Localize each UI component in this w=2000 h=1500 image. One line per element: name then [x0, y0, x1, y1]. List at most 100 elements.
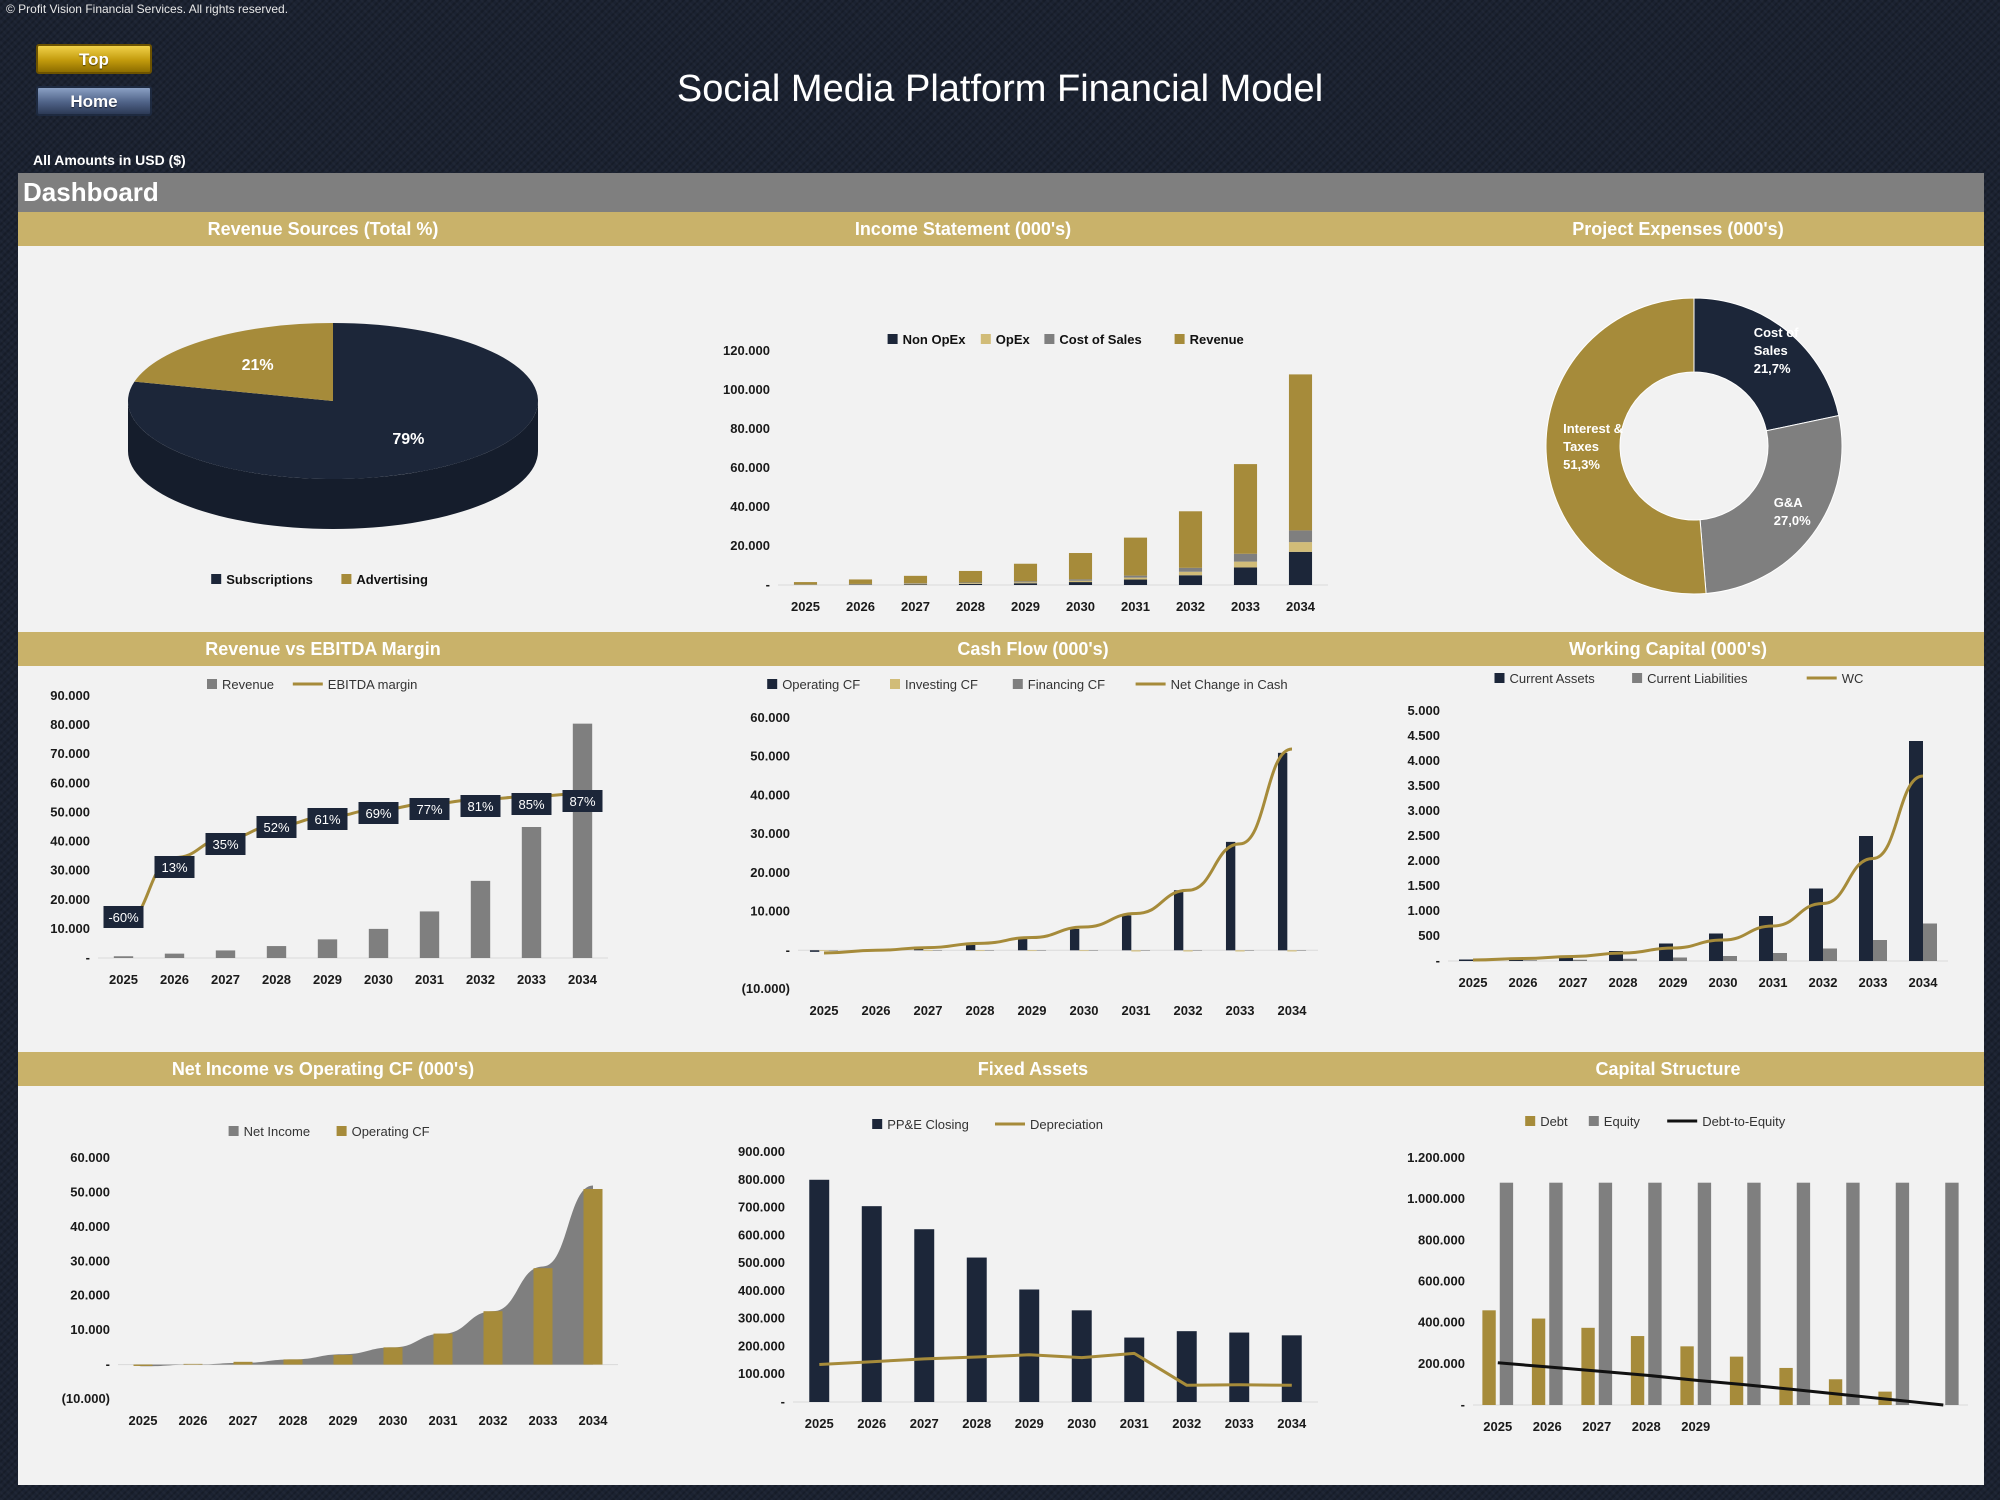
- bar-current-liabilities: [1723, 956, 1737, 961]
- y-tick-label: 1.500: [1407, 878, 1440, 893]
- x-tick-label: 2028: [279, 1413, 308, 1428]
- dashboard-heading: Dashboard: [18, 173, 1984, 212]
- x-tick-label: 2029: [1659, 975, 1688, 990]
- x-tick-label: 2026: [846, 599, 875, 614]
- bar-debt: [1630, 1336, 1645, 1405]
- legend-label: Depreciation: [1030, 1117, 1103, 1132]
- x-tick-label: 2027: [211, 972, 240, 987]
- x-tick-label: 2026: [1533, 1419, 1562, 1434]
- legend-swatch-0: [211, 574, 222, 584]
- project-expenses-chart: Cost of Sales 21,7% G&A 27,0% Interest & Taxes…: [1545, 297, 1843, 595]
- bar-investing-cf: [975, 950, 985, 952]
- bar-current-liabilities: [1573, 959, 1587, 961]
- bar-revenue: [793, 582, 818, 585]
- x-tick-label: 2032: [1809, 975, 1838, 990]
- y-tick-label: 4.500: [1407, 728, 1440, 743]
- legend-swatch-0: [1494, 673, 1505, 683]
- ebitda-label-box: [562, 790, 603, 812]
- bar-revenue: [419, 911, 440, 958]
- y-tick-label: 30.000: [70, 1253, 110, 1268]
- y-tick-label: 200.000: [1418, 1356, 1465, 1371]
- x-tick-label: 2031: [1759, 975, 1788, 990]
- bar-ppe-closing: [1019, 1289, 1040, 1402]
- bar-revenue: [848, 579, 873, 584]
- y-tick-label: (10.000): [62, 1391, 110, 1406]
- bar-current-liabilities: [1773, 953, 1787, 961]
- y-tick-label: -: [786, 942, 790, 957]
- y-tick-label: 60.000: [750, 710, 790, 725]
- y-tick-label: 50.000: [750, 749, 790, 764]
- legend-label: WC: [1842, 671, 1864, 686]
- dashboard-panel: Dashboard Revenue Sources (Total %) Inco…: [18, 173, 1984, 1485]
- legend-label: Revenue: [222, 677, 274, 692]
- y-tick-label: 20.000: [70, 1288, 110, 1303]
- y-tick-label: 900.000: [738, 1144, 785, 1159]
- page-title: Social Media Platform Financial Model: [676, 68, 1324, 110]
- top-button[interactable]: Top: [36, 44, 152, 74]
- y-tick-label: 600.000: [738, 1227, 785, 1242]
- bar-ppe-closing: [861, 1206, 882, 1402]
- x-tick-label: 2032: [1176, 599, 1205, 614]
- x-tick-label: 2029: [1015, 1416, 1044, 1431]
- x-tick-label: 2025: [810, 1003, 839, 1018]
- y-tick-label: 1.200.000: [1407, 1150, 1465, 1165]
- x-tick-label: 2026: [862, 1003, 891, 1018]
- y-tick-label: 10.000: [50, 921, 90, 936]
- legend-swatch-1: [336, 1126, 347, 1136]
- x-tick-label: 2026: [160, 972, 189, 987]
- bar-financing-cf: [1192, 950, 1203, 951]
- ebitda-data-label: 35%: [212, 837, 238, 852]
- y-tick-label: 40.000: [50, 834, 90, 849]
- y-tick-label: 1.000: [1407, 903, 1440, 918]
- y-tick-label: 60.000: [730, 460, 770, 475]
- y-tick-label: 30.000: [50, 863, 90, 878]
- bar-financing-cf: [932, 950, 943, 951]
- bar-opex: [1123, 577, 1148, 580]
- bar-cost-of-sales: [1178, 567, 1203, 572]
- legend-label: Net Income: [244, 1124, 310, 1139]
- bar-debt: [1729, 1356, 1744, 1405]
- y-tick-label: 50.000: [70, 1184, 110, 1199]
- home-button[interactable]: Home: [36, 86, 152, 116]
- ebitda-label-box: [307, 808, 348, 830]
- chart-title-working-capital: Working Capital (000's): [1569, 639, 1767, 659]
- bar-cost-of-sales: [958, 582, 983, 584]
- bar-non-opex: [1233, 567, 1258, 585]
- bar-current-liabilities: [1923, 923, 1937, 961]
- x-tick-label: 2028: [1609, 975, 1638, 990]
- bar-cost-of-sales: [1288, 530, 1313, 543]
- bar-revenue: [958, 570, 983, 583]
- y-tick-label: 2.000: [1407, 853, 1440, 868]
- x-tick-label: 2031: [415, 972, 444, 987]
- bar-current-assets: [1459, 959, 1473, 961]
- bar-opex: [1233, 561, 1258, 568]
- y-tick-label: 60.000: [70, 1150, 110, 1165]
- bar-operating-cf: [1069, 928, 1080, 951]
- ebitda-label-box: [154, 856, 195, 878]
- x-tick-label: 2025: [109, 972, 138, 987]
- y-tick-label: 120.000: [723, 343, 770, 358]
- bar-current-assets: [1559, 956, 1573, 961]
- bar-non-opex: [958, 583, 983, 585]
- x-tick-label: 2028: [1632, 1419, 1661, 1434]
- legend-label: Current Assets: [1510, 671, 1596, 686]
- pie-data-label: 79%: [392, 431, 424, 448]
- y-tick-label: (10.000): [742, 981, 790, 996]
- bar-ppe-closing: [966, 1257, 987, 1402]
- bar-revenue: [113, 956, 134, 958]
- bar-current-assets: [1609, 951, 1623, 961]
- x-tick-label: 2027: [910, 1416, 939, 1431]
- legend-swatch-1: [1588, 1116, 1599, 1126]
- legend-label: Operating CF: [352, 1124, 430, 1139]
- y-tick-label: 30.000: [750, 826, 790, 841]
- legend-label: Operating CF: [782, 677, 860, 692]
- bar-current-assets: [1759, 916, 1773, 961]
- bar-equity: [1846, 1182, 1860, 1405]
- bar-equity: [1945, 1182, 1959, 1405]
- bar-opex: [1068, 580, 1093, 583]
- x-tick-label: 2034: [579, 1413, 609, 1428]
- bar-operating-cf: [483, 1311, 503, 1365]
- x-tick-label: 2028: [262, 972, 291, 987]
- bar-equity: [1549, 1182, 1563, 1405]
- y-tick-label: 300.000: [738, 1311, 785, 1326]
